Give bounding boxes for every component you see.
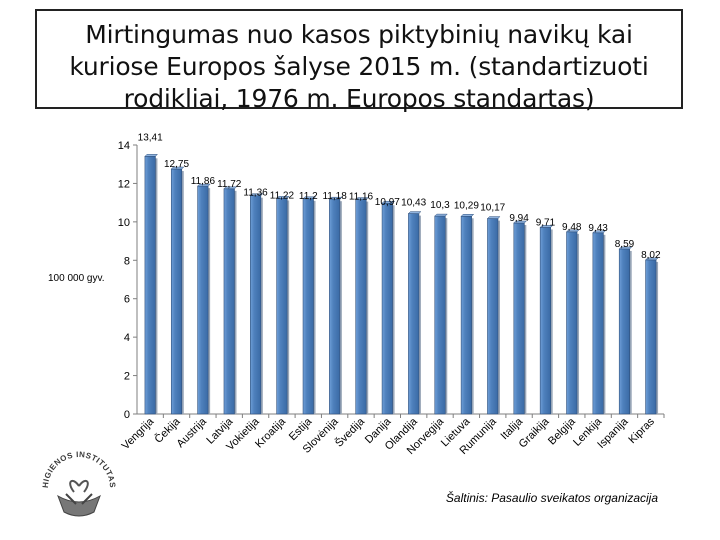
bar bbox=[645, 259, 657, 415]
bar bbox=[566, 231, 578, 415]
y-tick-label: 2 bbox=[124, 371, 130, 383]
y-tick-label: 10 bbox=[118, 217, 130, 229]
bar bbox=[539, 227, 551, 415]
bar bbox=[170, 168, 183, 415]
category-label: Austrija bbox=[175, 415, 210, 450]
bar bbox=[144, 156, 156, 415]
category-label: Švedija bbox=[332, 414, 367, 449]
data-label: 11,36 bbox=[243, 188, 268, 199]
bar-top bbox=[460, 214, 475, 217]
bar-top bbox=[302, 196, 317, 200]
data-label: 10,43 bbox=[401, 198, 426, 209]
bar-top bbox=[618, 246, 633, 250]
bar bbox=[434, 215, 446, 415]
data-label: 12,75 bbox=[164, 159, 189, 170]
data-label: 9,71 bbox=[536, 217, 556, 228]
bar-top bbox=[539, 225, 554, 228]
bar-top bbox=[644, 257, 659, 261]
category-label: Graikija bbox=[517, 415, 552, 450]
data-label: 9,94 bbox=[509, 213, 529, 224]
bar bbox=[592, 232, 604, 415]
bar bbox=[487, 218, 499, 415]
bar bbox=[513, 222, 525, 415]
data-label: 9,43 bbox=[588, 223, 608, 234]
bar bbox=[329, 198, 341, 415]
data-label: 11,18 bbox=[322, 191, 347, 202]
data-label: 13,41 bbox=[138, 132, 163, 143]
bar bbox=[618, 248, 631, 415]
category-label: Ispanija bbox=[595, 415, 631, 451]
bar-top bbox=[355, 197, 369, 200]
bar-top bbox=[434, 213, 448, 217]
y-axis-label: 100 000 gyv. bbox=[48, 273, 105, 284]
y-tick-label: 8 bbox=[124, 255, 130, 267]
data-label: 8,59 bbox=[615, 239, 635, 250]
bar bbox=[276, 198, 288, 415]
svg-text:HIGIENOS INSTITUTAS: HIGIENOS INSTITUTAS bbox=[41, 450, 117, 489]
bar-top bbox=[170, 166, 185, 170]
bar bbox=[223, 188, 235, 415]
category-label: Kipras bbox=[626, 415, 657, 446]
y-tick-label: 12 bbox=[118, 178, 130, 190]
chart-title: Mirtingumas nuo kasos piktybinių navikų … bbox=[69, 20, 649, 113]
data-label: 11,86 bbox=[191, 176, 216, 187]
bar-top bbox=[513, 220, 527, 224]
data-label: 11,16 bbox=[349, 192, 374, 203]
bar bbox=[250, 195, 262, 415]
bar-top bbox=[276, 196, 290, 199]
source-note: Šaltinis: Pasaulio sveikatos organizacij… bbox=[445, 491, 658, 505]
data-label: 8,02 bbox=[641, 250, 661, 261]
data-label: 10,3 bbox=[430, 200, 450, 211]
title-box: Mirtingumas nuo kasos piktybinių navikų … bbox=[35, 9, 683, 113]
data-label: 10,97 bbox=[375, 197, 400, 208]
bar-top bbox=[565, 229, 580, 233]
y-tick-label: 14 bbox=[118, 140, 130, 152]
y-tick-label: 0 bbox=[124, 409, 130, 421]
bar-top bbox=[249, 193, 264, 196]
bar bbox=[197, 185, 209, 415]
bar bbox=[355, 199, 367, 415]
bar-top bbox=[592, 230, 606, 234]
data-label: 10,29 bbox=[454, 200, 479, 211]
bar-top bbox=[144, 154, 159, 157]
bar bbox=[408, 213, 420, 415]
category-label: Kroatija bbox=[253, 415, 288, 450]
higienos-institutas-logo: HIGIENOS INSTITUTAS bbox=[41, 450, 117, 517]
bar-top bbox=[407, 211, 422, 214]
bar-top bbox=[328, 196, 343, 200]
data-label: 9,48 bbox=[562, 222, 582, 233]
y-tick-label: 6 bbox=[124, 294, 130, 306]
bar bbox=[460, 215, 472, 415]
bar-top bbox=[381, 200, 396, 204]
bar-top bbox=[486, 216, 501, 219]
bar bbox=[302, 198, 314, 415]
logo-text: HIGIENOS INSTITUTAS bbox=[41, 450, 117, 489]
y-tick-label: 4 bbox=[124, 332, 130, 344]
data-label: 11,22 bbox=[270, 190, 295, 201]
data-label: 11,2 bbox=[299, 191, 318, 202]
bar-top bbox=[197, 183, 211, 187]
bar bbox=[381, 202, 393, 415]
bar-top bbox=[223, 186, 238, 190]
data-label: 11,72 bbox=[217, 179, 242, 190]
data-label: 10,17 bbox=[480, 203, 505, 214]
